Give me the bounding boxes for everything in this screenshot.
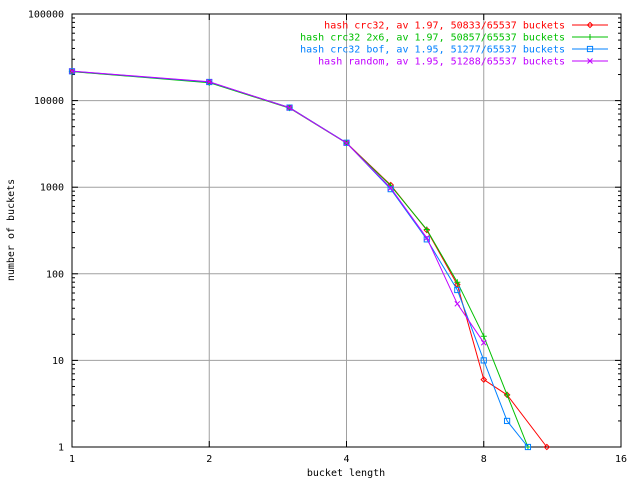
x-tick-label: 16 — [615, 454, 627, 465]
y-axis-label: number of buckets — [6, 179, 17, 281]
data-point — [480, 339, 487, 346]
data-point — [503, 417, 511, 425]
data-point — [343, 139, 350, 146]
data-point — [423, 226, 430, 233]
grid — [72, 14, 621, 447]
axis-ticks: 1 2 4 8 16 1 10 100 1000 10000 100000 — [28, 10, 627, 466]
data-point — [343, 140, 350, 146]
y-tick-label: 1 — [58, 443, 64, 454]
legend-marker — [586, 45, 594, 53]
legend-marker — [586, 21, 594, 29]
legend-label: hash crc32 bof, av 1.95, 51277/65537 buc… — [300, 45, 565, 56]
data-point — [454, 300, 461, 307]
data-point — [524, 443, 532, 451]
y-tick-label: 100 — [46, 269, 64, 280]
series-line — [71, 70, 485, 343]
data-point — [480, 333, 487, 340]
series-4 — [69, 68, 487, 346]
data-point — [69, 68, 75, 74]
y-tick-label: 10 — [52, 356, 64, 367]
y-tick-label: 10000 — [34, 96, 64, 107]
x-axis-label: bucket length — [307, 468, 385, 479]
legend-marker — [587, 58, 593, 64]
x-tick-label: 2 — [206, 454, 212, 465]
data-point — [206, 78, 213, 85]
data-point — [286, 104, 293, 111]
data-point — [423, 236, 430, 243]
data-point — [423, 235, 430, 241]
data-point — [524, 444, 531, 450]
legend: hash crc32, av 1.97, 50833/65537 buckets… — [300, 21, 608, 68]
series-line — [71, 71, 529, 448]
x-tick-label: 8 — [481, 454, 487, 465]
data-point — [480, 357, 487, 364]
legend-label: hash crc32, av 1.97, 50833/65537 buckets — [324, 21, 565, 32]
data-point — [504, 391, 511, 398]
data-point — [387, 185, 394, 191]
data-point — [286, 104, 293, 111]
data-point — [543, 443, 551, 451]
x-tick-label: 4 — [343, 454, 349, 465]
y-tick-label: 100000 — [28, 10, 64, 21]
legend-label: hash crc32 2x6, av 1.97, 50857/65537 buc… — [300, 33, 565, 44]
x-tick-label: 1 — [69, 454, 75, 465]
legend-marker — [587, 34, 593, 40]
data-point — [480, 376, 488, 383]
series-lines — [68, 68, 551, 451]
data-point — [454, 286, 461, 294]
data-point — [387, 186, 394, 193]
legend-label: hash random, av 1.95, 51288/65537 bucket… — [318, 57, 565, 68]
y-tick-label: 1000 — [40, 183, 64, 194]
data-point — [454, 279, 461, 286]
